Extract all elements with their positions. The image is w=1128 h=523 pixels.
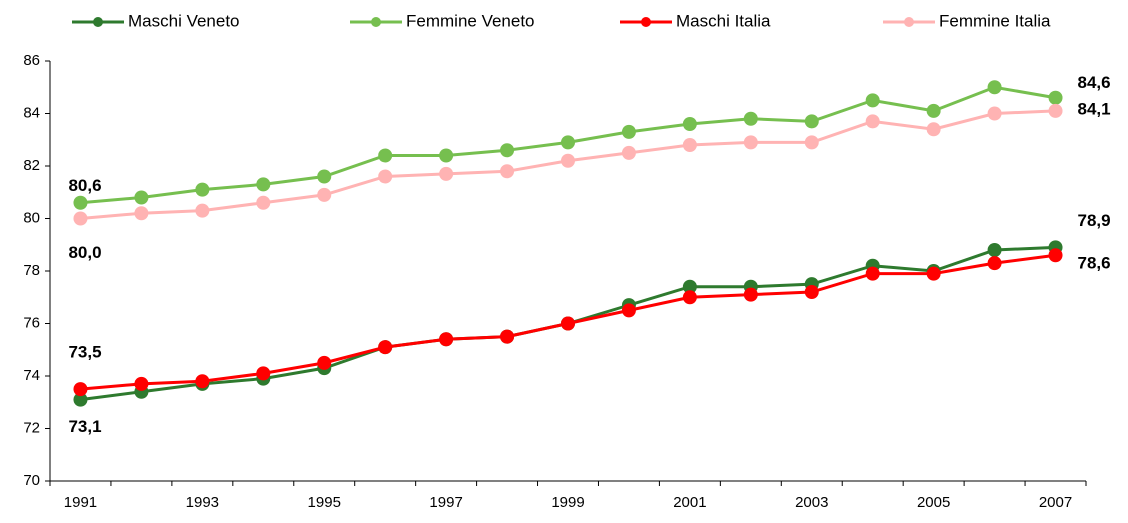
x-tick-label: 2007 bbox=[1039, 494, 1072, 511]
marker bbox=[256, 177, 271, 192]
legend-label: Maschi Italia bbox=[676, 11, 771, 30]
marker bbox=[804, 135, 819, 150]
marker bbox=[378, 148, 393, 163]
marker bbox=[439, 148, 454, 163]
marker bbox=[256, 366, 271, 381]
marker bbox=[73, 382, 88, 397]
marker bbox=[1048, 90, 1063, 105]
marker bbox=[73, 211, 88, 226]
x-tick-label: 2003 bbox=[795, 494, 828, 511]
marker bbox=[682, 279, 697, 294]
marker bbox=[134, 206, 149, 221]
marker bbox=[256, 195, 271, 210]
marker bbox=[621, 303, 636, 318]
marker bbox=[378, 169, 393, 184]
marker bbox=[865, 93, 880, 108]
data-label: 80,0 bbox=[68, 243, 101, 262]
marker bbox=[682, 290, 697, 305]
x-tick-label: 1997 bbox=[429, 494, 462, 511]
marker bbox=[500, 164, 515, 179]
data-label: 80,6 bbox=[68, 176, 101, 195]
marker bbox=[317, 169, 332, 184]
y-tick-label: 72 bbox=[23, 419, 40, 436]
marker bbox=[317, 355, 332, 370]
y-tick-label: 84 bbox=[23, 104, 40, 121]
marker bbox=[317, 187, 332, 202]
marker bbox=[743, 287, 758, 302]
legend-marker bbox=[93, 17, 103, 27]
marker bbox=[743, 135, 758, 150]
marker bbox=[1048, 248, 1063, 263]
marker bbox=[439, 332, 454, 347]
marker bbox=[561, 135, 575, 150]
legend-marker bbox=[904, 17, 914, 27]
y-tick-label: 78 bbox=[23, 262, 40, 279]
marker bbox=[500, 143, 515, 158]
marker bbox=[987, 243, 1002, 257]
y-tick-label: 74 bbox=[23, 367, 40, 384]
marker bbox=[500, 329, 515, 344]
legend-label: Maschi Veneto bbox=[128, 11, 240, 30]
marker bbox=[561, 316, 575, 331]
marker bbox=[743, 111, 758, 126]
marker bbox=[621, 145, 636, 160]
marker bbox=[561, 153, 575, 168]
marker bbox=[865, 266, 880, 281]
x-tick-label: 1993 bbox=[186, 494, 219, 511]
marker bbox=[682, 138, 697, 152]
marker bbox=[134, 376, 149, 391]
marker bbox=[73, 392, 88, 407]
marker bbox=[987, 80, 1002, 95]
marker bbox=[195, 182, 210, 197]
marker bbox=[195, 374, 210, 389]
legend-label: Femmine Veneto bbox=[406, 11, 535, 30]
marker bbox=[439, 166, 454, 181]
legend-marker bbox=[641, 17, 651, 27]
data-label: 78,9 bbox=[1078, 211, 1111, 230]
x-tick-label: 2005 bbox=[917, 494, 950, 511]
marker bbox=[378, 340, 393, 355]
x-tick-label: 1991 bbox=[64, 494, 97, 511]
y-tick-label: 70 bbox=[23, 472, 40, 489]
y-tick-label: 82 bbox=[23, 157, 40, 174]
y-tick-label: 86 bbox=[23, 52, 40, 69]
marker bbox=[73, 195, 88, 210]
marker bbox=[926, 122, 941, 137]
legend-marker bbox=[371, 17, 381, 27]
x-tick-label: 1999 bbox=[551, 494, 584, 511]
data-label: 84,1 bbox=[1078, 99, 1111, 118]
marker bbox=[195, 203, 210, 218]
data-label: 84,6 bbox=[1078, 73, 1111, 92]
marker bbox=[987, 256, 1002, 271]
marker bbox=[621, 124, 636, 139]
marker bbox=[865, 114, 880, 129]
marker bbox=[926, 266, 941, 281]
marker bbox=[1048, 103, 1063, 118]
marker bbox=[926, 103, 941, 118]
y-tick-label: 80 bbox=[23, 209, 40, 226]
x-tick-label: 1995 bbox=[308, 494, 341, 511]
y-tick-label: 76 bbox=[23, 314, 40, 331]
marker bbox=[134, 190, 149, 205]
marker bbox=[682, 117, 697, 131]
marker bbox=[804, 285, 819, 299]
marker bbox=[987, 106, 1002, 121]
x-tick-label: 2001 bbox=[673, 494, 706, 511]
data-label: 73,1 bbox=[68, 417, 101, 436]
marker bbox=[804, 114, 819, 129]
data-label: 73,5 bbox=[68, 343, 101, 362]
legend-label: Femmine Italia bbox=[939, 11, 1051, 30]
data-label: 78,6 bbox=[1078, 254, 1111, 273]
